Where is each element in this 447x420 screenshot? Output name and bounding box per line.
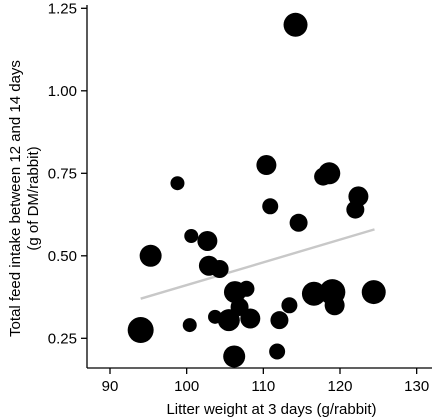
data-point-8 [262, 198, 279, 215]
trendline [140, 228, 375, 300]
y-axis-title-line-2: (g of DM/rabbit) [25, 146, 42, 250]
x-tick-label-3: 110 [251, 378, 275, 395]
x-tick-label-4: 120 [327, 378, 352, 395]
data-point-2 [170, 176, 185, 191]
data-point-5 [314, 167, 333, 186]
data-point-14 [210, 260, 229, 278]
y-tick-label-5: 1.25 [48, 0, 77, 17]
data-point-29 [223, 345, 246, 368]
x-tick-label-1: 90 [102, 378, 119, 395]
data-point-1 [283, 12, 308, 37]
axes-layer: 0.25 0.50 0.75 1.00 1.25 90 100 110 120 130 [48, 0, 432, 395]
y-tick-label-2: 0.50 [48, 248, 77, 265]
x-tick-label-2: 100 [174, 378, 199, 395]
data-point-28 [127, 317, 154, 344]
y-tick-label-4: 1.00 [48, 83, 77, 100]
data-point-25 [240, 308, 261, 329]
x-tick-label-5: 130 [404, 378, 429, 395]
y-tick-label-3: 0.75 [48, 165, 77, 182]
data-point-30 [269, 343, 286, 360]
data-point-3 [256, 155, 277, 176]
y-tick-label-1: 0.25 [48, 330, 77, 347]
data-point-24 [217, 309, 240, 332]
data-point-17 [301, 281, 326, 306]
points-layer [127, 12, 386, 368]
trendline-layer [140, 228, 375, 300]
data-point-16 [223, 281, 246, 304]
data-point-11 [197, 230, 218, 251]
data-point-19 [361, 280, 386, 305]
data-point-9 [289, 213, 308, 232]
data-point-10 [184, 229, 199, 243]
data-point-7 [346, 200, 365, 219]
data-point-21 [281, 297, 298, 314]
data-point-27 [182, 318, 197, 333]
data-point-26 [270, 311, 289, 330]
x-axis-title: Litter weight at 3 days (g/rabbit) [166, 401, 376, 418]
y-axis-title-line-1: Total feed intake between 12 and 14 days [7, 60, 24, 337]
data-point-22 [324, 295, 345, 316]
data-point-12 [139, 244, 162, 267]
